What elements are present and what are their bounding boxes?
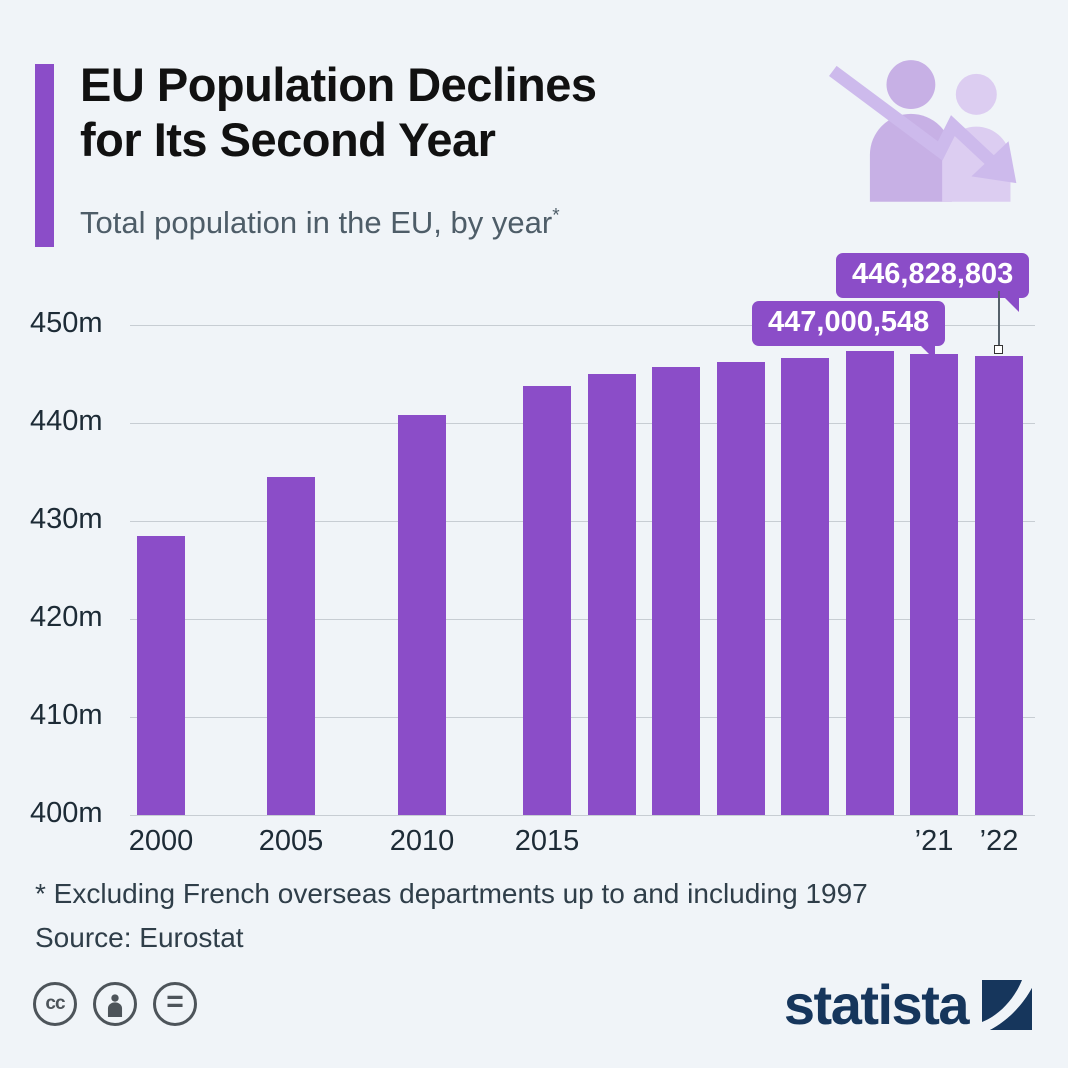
y-axis-label-420m: 420m (30, 601, 103, 633)
callout-2021-value: 447,000,548 (768, 306, 930, 338)
bar-2018 (717, 362, 765, 815)
callout-2022-marker (994, 345, 1003, 354)
bar-2010 (398, 415, 446, 815)
callout-2022-value: 446,828,803 (852, 258, 1014, 290)
callout-2021: 447,000,548 (752, 301, 946, 360)
population-decline-icon (825, 55, 1030, 205)
bar-2020 (846, 351, 894, 815)
people-arrow-down-icon (829, 60, 1017, 202)
title-accent-bar (35, 64, 54, 247)
x-axis-label-2021: ’21 (914, 825, 954, 857)
y-axis-label-430m: 430m (30, 503, 103, 535)
bar-2005 (267, 476, 315, 815)
license-icons: cc = (33, 982, 197, 1026)
x-axis-label-2010: 2010 (389, 825, 455, 857)
title-line-1: EU Population Declines (80, 58, 597, 111)
bar-2015 (523, 385, 571, 815)
x-axis-label-2022: ’22 (979, 825, 1019, 857)
source-line: Source: Eurostat (35, 922, 244, 953)
gridline-440m (130, 423, 1035, 424)
gridline-410m (130, 717, 1035, 718)
bar-2019 (781, 358, 829, 815)
bar-2022 (975, 356, 1023, 815)
chart-subtitle: Total population in the EU, by year* (80, 205, 560, 241)
footnote: * Excluding French overseas departments … (35, 878, 868, 909)
bar-2021 (910, 354, 958, 815)
x-axis-label-2000: 2000 (128, 825, 194, 857)
no-derivatives-icon: = (153, 982, 197, 1026)
gridline-400m (130, 815, 1035, 816)
footnote-marker: * (552, 205, 560, 227)
y-axis-label-440m: 440m (30, 405, 103, 437)
x-axis-label-2015: 2015 (514, 825, 580, 857)
attribution-person-icon (93, 982, 137, 1026)
title-line-2: for Its Second Year (80, 112, 496, 166)
statista-wordmark: statista (783, 973, 970, 1036)
gridline-450m (130, 325, 1035, 326)
statista-logo-mark (982, 979, 1032, 1030)
callout-2022-leader-line (998, 291, 1000, 349)
bar-2000 (137, 535, 185, 815)
x-axis-label-2005: 2005 (258, 825, 324, 857)
y-axis-label-400m: 400m (30, 797, 103, 829)
gridline-430m (130, 521, 1035, 522)
subtitle-text: Total population in the EU, by year (80, 205, 553, 240)
y-axis-label-410m: 410m (30, 699, 103, 731)
statista-logo: statista (784, 972, 1032, 1037)
gridline-420m (130, 619, 1035, 620)
chart-title: EU Population Declines for Its Second Ye… (80, 58, 597, 168)
bar-2016 (588, 374, 636, 815)
bar-2017 (652, 367, 700, 815)
callout-2022: 446,828,803 (836, 253, 1030, 312)
y-axis-label-450m: 450m (30, 307, 103, 339)
creative-commons-icon: cc (33, 982, 77, 1026)
